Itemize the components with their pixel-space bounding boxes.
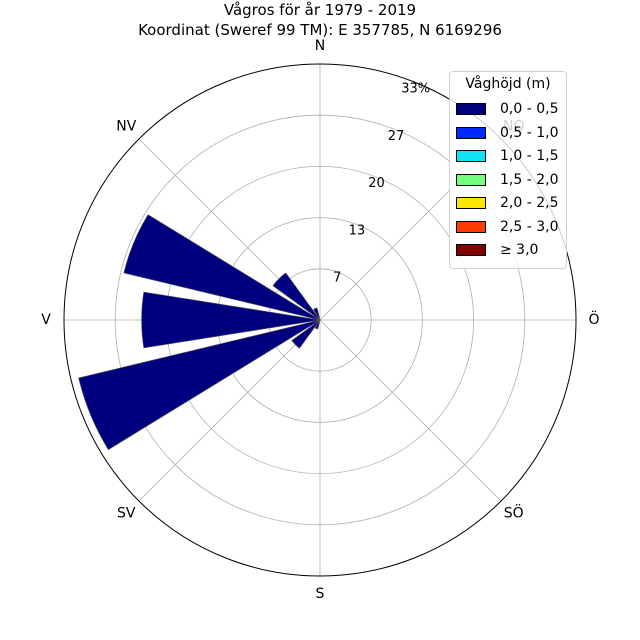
radial-tick-label: 20 <box>368 176 385 191</box>
legend-item: 2,5 - 3,0 <box>456 217 564 237</box>
title-block: Vågros för år 1979 - 2019 Koordinat (Swe… <box>0 0 640 40</box>
legend-label: 2,0 - 2,5 <box>500 195 559 211</box>
legend-swatch <box>456 103 486 115</box>
legend-item: 0,5 - 1,0 <box>456 123 564 143</box>
rose-wedge <box>272 272 321 321</box>
legend-item: ≥ 3,0 <box>456 240 564 260</box>
grid-layer <box>63 63 577 577</box>
direction-label: NV <box>116 118 136 134</box>
chart-title: Vågros för år 1979 - 2019 <box>223 1 417 19</box>
legend-swatch <box>456 197 486 209</box>
legend-label: 0,5 - 1,0 <box>500 124 559 141</box>
rose-wedge <box>313 307 321 321</box>
legend-item: 1,0 - 1,5 <box>456 146 564 166</box>
rose-wedge <box>78 319 321 451</box>
radial-tick-label: 7 <box>333 271 341 286</box>
legend-label: 1,5 - 2,0 <box>500 171 559 188</box>
direction-label: Ö <box>588 310 599 328</box>
radial-tick-label: 33% <box>401 82 430 97</box>
grid-spoke <box>319 319 502 502</box>
outer-circle <box>63 63 577 577</box>
direction-label: N <box>315 38 325 54</box>
legend-label: 2,5 - 3,0 <box>500 218 559 235</box>
direction-label: SÖ <box>504 504 524 522</box>
chart-subtitle: Koordinat (Sweref 99 TM): E 357785, N 61… <box>138 21 502 39</box>
legend: Våghöjd (m) 0,0 - 0,5 0,5 - 1,0 1,0 - 1,5 1… <box>449 71 567 269</box>
legend-label: ≥ 3,0 <box>500 242 539 258</box>
radial-tick-label: 27 <box>388 129 405 144</box>
legend-swatch <box>456 173 486 186</box>
wedge-layer <box>78 214 321 451</box>
legend-swatch <box>456 150 486 162</box>
rose-wedge <box>314 319 321 330</box>
rose-wedge <box>291 319 321 349</box>
rose-wedge <box>141 291 321 349</box>
direction-label: SV <box>117 506 136 522</box>
grid-spoke <box>138 319 321 502</box>
legend-item: 2,0 - 2,5 <box>456 193 564 213</box>
legend-title: Våghöjd (m) <box>465 76 551 92</box>
rose-wedge <box>123 214 321 321</box>
legend-item: 0,0 - 0,5 <box>456 99 564 119</box>
direction-label: V <box>41 312 51 328</box>
legend-item: 1,5 - 2,0 <box>456 170 564 190</box>
legend-swatch <box>456 220 486 233</box>
legend-swatch <box>456 126 486 139</box>
legend-label: 1,0 - 1,5 <box>500 148 559 164</box>
direction-label: S <box>316 586 325 602</box>
radial-tick-label: 13 <box>349 223 366 238</box>
legend-label: 0,0 - 0,5 <box>500 101 559 117</box>
legend-swatch <box>456 244 486 256</box>
